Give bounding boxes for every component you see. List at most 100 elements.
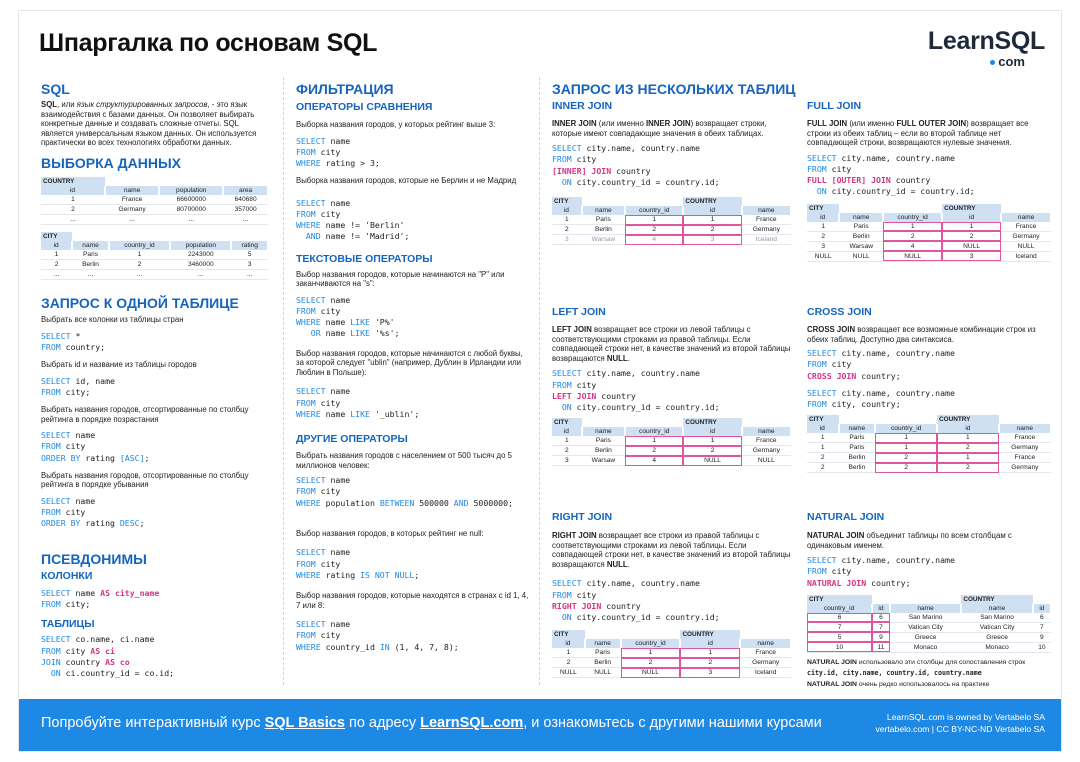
column-header: name [72,241,110,250]
table-cell: 3 [552,455,582,467]
table-name-row: CITY COUNTRY [552,418,791,428]
table-row: 1 Paris 1 2 Germany [807,442,1051,454]
table-row: 2 Berlin 2 1 France [807,452,1051,464]
table-cell: Monaco [889,642,962,653]
table-cell: Monaco [961,642,1033,653]
table-name-spacer [625,418,683,427]
left-join-result-table: CITY COUNTRY id name country_id id name 1 Paris 1… [552,418,793,467]
table-row: 2 Berlin 2 2 Germany [807,462,1051,474]
aliases-section: ПСЕВДОНИМЫ КОЛОНКИ SELECT name AS city_n… [41,551,269,679]
code-snippet: SELECT name FROM city ORDER BY rating DE… [41,495,145,529]
query-description: Выбрать все колонки из таблицы стран [41,315,184,324]
table-cell: 3 [807,241,840,252]
table-cell: 1 [683,215,742,225]
table-row: 2 Berlin 2 2 Germany [552,657,791,669]
column-header: country_id [875,424,939,434]
table-cell: 2 [41,204,105,215]
table-cell: 6 [807,612,873,623]
table-cell: 1 [937,452,999,464]
section-heading: ЗАПРОС ИЗ НЕСКОЛЬКИХ ТАБЛИЦ [552,81,796,97]
sql-intro-text: SQL, или язык структурированных запросов… [41,100,257,148]
table-cell: 1 [680,648,741,659]
footer-banner: Попробуйте интерактивный курс SQL Basics… [19,699,1061,751]
table-row: 10 11 Monaco Monaco 10 [807,642,1051,653]
column-header: name [741,206,793,215]
table-row: 7 7 Vatican City Vatican City 7 [807,622,1051,633]
table-cell: Paris [72,250,109,260]
table-name-spacer [170,232,231,241]
table-cell: 3 [942,251,1002,262]
code-snippet: SELECT city.name, country.name FROM city… [807,348,955,381]
table-cell: NULL [1001,241,1051,252]
sql-basics-link[interactable]: SQL Basics [264,715,345,731]
table-cell: 3 [680,667,741,679]
table-name-row: CITY COUNTRY [552,197,791,206]
table-row: 3 Warsaw 4 NULL NULL [807,241,1051,252]
natural-join-note: NATURAL JOIN использовало эти столбцы дл… [807,658,1026,677]
table-cell: 3 [683,234,742,245]
table-cell: NULL [942,241,1002,252]
table-cell: 2 [552,224,582,235]
table-cell: 2 [683,224,742,235]
code-snippet: SELECT name FROM city WHERE population B… [296,475,513,508]
table-cell: 6 [872,612,890,623]
table-cell: NULL [883,251,943,262]
table-cell: Germany [1001,231,1051,242]
table-cell: Germany [740,657,791,669]
learnsql-link[interactable]: LearnSQL.com [420,715,524,731]
table-row: ............ [41,214,268,225]
sample-data-section: ВЫБОРКА ДАННЫХ COUNTRY id name population ar… [41,155,269,280]
table-name-spacer [742,418,791,427]
table-cell: Berlin [839,231,884,242]
table-name-spacer [625,197,683,206]
table-cell: 5 [807,632,873,643]
table-name-row: COUNTRY [41,177,268,186]
table-cell: 1 [552,648,585,659]
table-name: COUNTRY [942,203,1002,213]
full-join-result-table: CITY COUNTRY id name country_id id name 1 Paris 1… [807,203,1052,262]
table-cell: France [740,648,791,659]
subsection-heading: CROSS JOIN [807,306,872,318]
table-cell: ... [231,269,268,280]
table-row: 2 Berlin 2 3460000 3 [41,259,268,270]
column-header: id [680,639,742,649]
column-header: name [1001,212,1052,222]
column-header: id [683,427,743,437]
table-row: 3 Warsaw 4 NULL NULL [552,455,791,467]
table-name-spacer [231,232,268,241]
table-cell: France [741,215,791,225]
table-name-row: CITY COUNTRY [807,594,1051,604]
table-cell: 1 [875,433,938,444]
table-row: 2 Berlin 2 2 Germany [552,224,791,235]
table-cell: 3460000 [170,259,232,270]
column-header: name [839,212,885,222]
column-header: id [552,639,586,649]
table-name-spacer [109,232,170,241]
table-cell: 80700000 [159,204,224,215]
learnsql-logo[interactable]: LearnSQL com [928,27,1045,69]
column-header: id [1032,603,1053,613]
table-cell: 2 [108,259,171,270]
table-name-spacer [582,197,625,206]
table-name-spacer [621,630,681,639]
code-snippet: SELECT city.name, country.name FROM city… [552,143,720,187]
table-cell: 2 [937,442,999,454]
table-name: CITY [552,418,582,428]
table-name: CITY [807,415,839,425]
table-cell: Berlin [581,224,626,235]
table-row: 2 Berlin 2 2 Germany [807,231,1051,242]
table-cell: Warsaw [581,234,626,245]
column-header: name [889,603,963,613]
table-cell: 1 [625,436,684,447]
left-join-section: LEFT JOIN LEFT JOIN возвращает все строк… [552,306,793,467]
table-cell: France [998,452,1051,464]
table-name: COUNTRY [41,177,105,186]
column-header: name [104,186,161,195]
table-cell: ... [72,269,109,280]
table-header-row: id name country_id id name [807,424,1053,434]
section-heading: SQL [41,81,70,97]
table-cell: France [741,436,791,447]
footer-owner-text: LearnSQL.com is owned by Vertabelo SA [886,712,1045,722]
table-name-spacer [1033,595,1051,604]
table-cell: 2 [680,657,741,669]
